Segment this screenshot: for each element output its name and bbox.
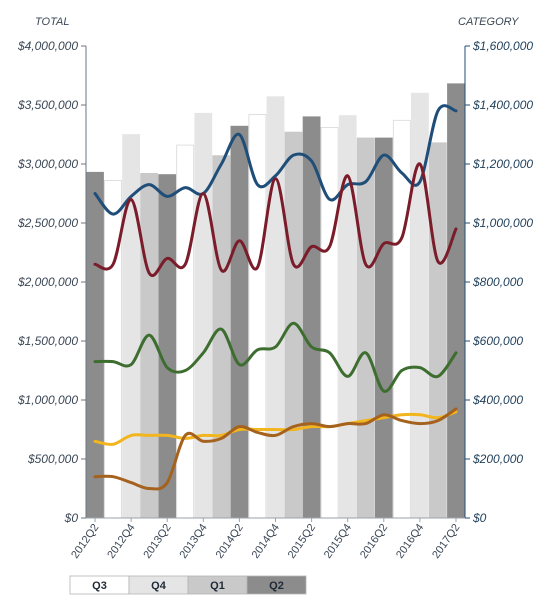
left-tick-label: $4,000,000: [17, 39, 78, 53]
left-tick-label: $2,500,000: [17, 216, 78, 230]
left-tick-label: $3,000,000: [17, 157, 78, 171]
left-axis-ticks: $0 $500,000 $1,000,000 $1,500,000 $2,000,000…: [17, 39, 86, 525]
x-tick-label: 2015Q4: [322, 522, 354, 561]
x-axis-ticks: 2012Q2 2012Q4 2013Q2 2013Q4 2014Q2 2014Q4 2015…: [69, 518, 462, 561]
left-tick-label: $2,000,000: [17, 275, 78, 289]
legend: Q3 Q4 Q1 Q2: [69, 575, 307, 595]
x-tick-label: 2016Q4: [394, 522, 426, 561]
bar: [447, 83, 465, 519]
right-tick-label: $1,400,000: [472, 98, 533, 112]
right-axis-ticks: $0 $200,000 $400,000 $600,000 $800,000 $1,000…: [465, 39, 533, 525]
bar: [104, 180, 122, 519]
bar: [356, 137, 375, 519]
x-tick-label: 2012Q2: [69, 522, 101, 561]
right-axis-title: CATEGORY: [458, 16, 519, 28]
legend-label: Q2: [269, 580, 284, 592]
left-tick-label: $1,000,000: [17, 393, 78, 407]
series-line-1: [93, 104, 458, 216]
x-tick-label: 2014Q2: [214, 522, 246, 561]
x-tick-label: 2016Q2: [358, 522, 390, 561]
bar: [428, 142, 447, 519]
x-tick-label: 2017Q2: [430, 522, 462, 561]
left-tick-label: $3,500,000: [17, 98, 78, 112]
legend-swatch: [246, 575, 307, 595]
bar: [194, 112, 213, 519]
legend-label: Q4: [151, 580, 167, 592]
bar: [176, 144, 195, 519]
series-line-5: [93, 407, 458, 491]
bar: [86, 171, 104, 519]
right-tick-label: $1,000,000: [472, 216, 533, 230]
right-tick-label: $600,000: [472, 334, 523, 348]
x-tick-label: 2013Q2: [141, 522, 173, 561]
right-tick-label: $800,000: [472, 275, 523, 289]
left-axis-title: TOTAL: [35, 16, 69, 28]
legend-label: Q1: [210, 580, 225, 592]
left-tick-label: $500,000: [27, 452, 78, 466]
left-tick-label: $1,500,000: [17, 334, 78, 348]
x-tick-label: 2014Q4: [250, 522, 282, 561]
right-tick-label: $400,000: [472, 393, 523, 407]
right-tick-label: $1,200,000: [472, 157, 533, 171]
left-tick-label: $0: [64, 511, 79, 525]
bar: [266, 96, 285, 519]
right-tick-label: $0: [472, 511, 487, 525]
legend-label: Q3: [92, 580, 107, 592]
bar: [374, 137, 393, 519]
x-tick-label: 2012Q4: [105, 522, 137, 561]
series-line-3: [93, 321, 458, 393]
line-series: [93, 104, 458, 491]
bar: [248, 114, 267, 519]
series-line-2: [93, 162, 458, 277]
bar: [230, 125, 249, 519]
bar: [284, 131, 303, 519]
x-tick-label: 2013Q4: [177, 522, 209, 561]
right-tick-label: $200,000: [472, 452, 523, 466]
right-tick-label: $1,600,000: [472, 39, 533, 53]
x-tick-label: 2015Q2: [286, 522, 318, 561]
bar-series: [86, 83, 465, 519]
series-line-4: [93, 410, 458, 446]
